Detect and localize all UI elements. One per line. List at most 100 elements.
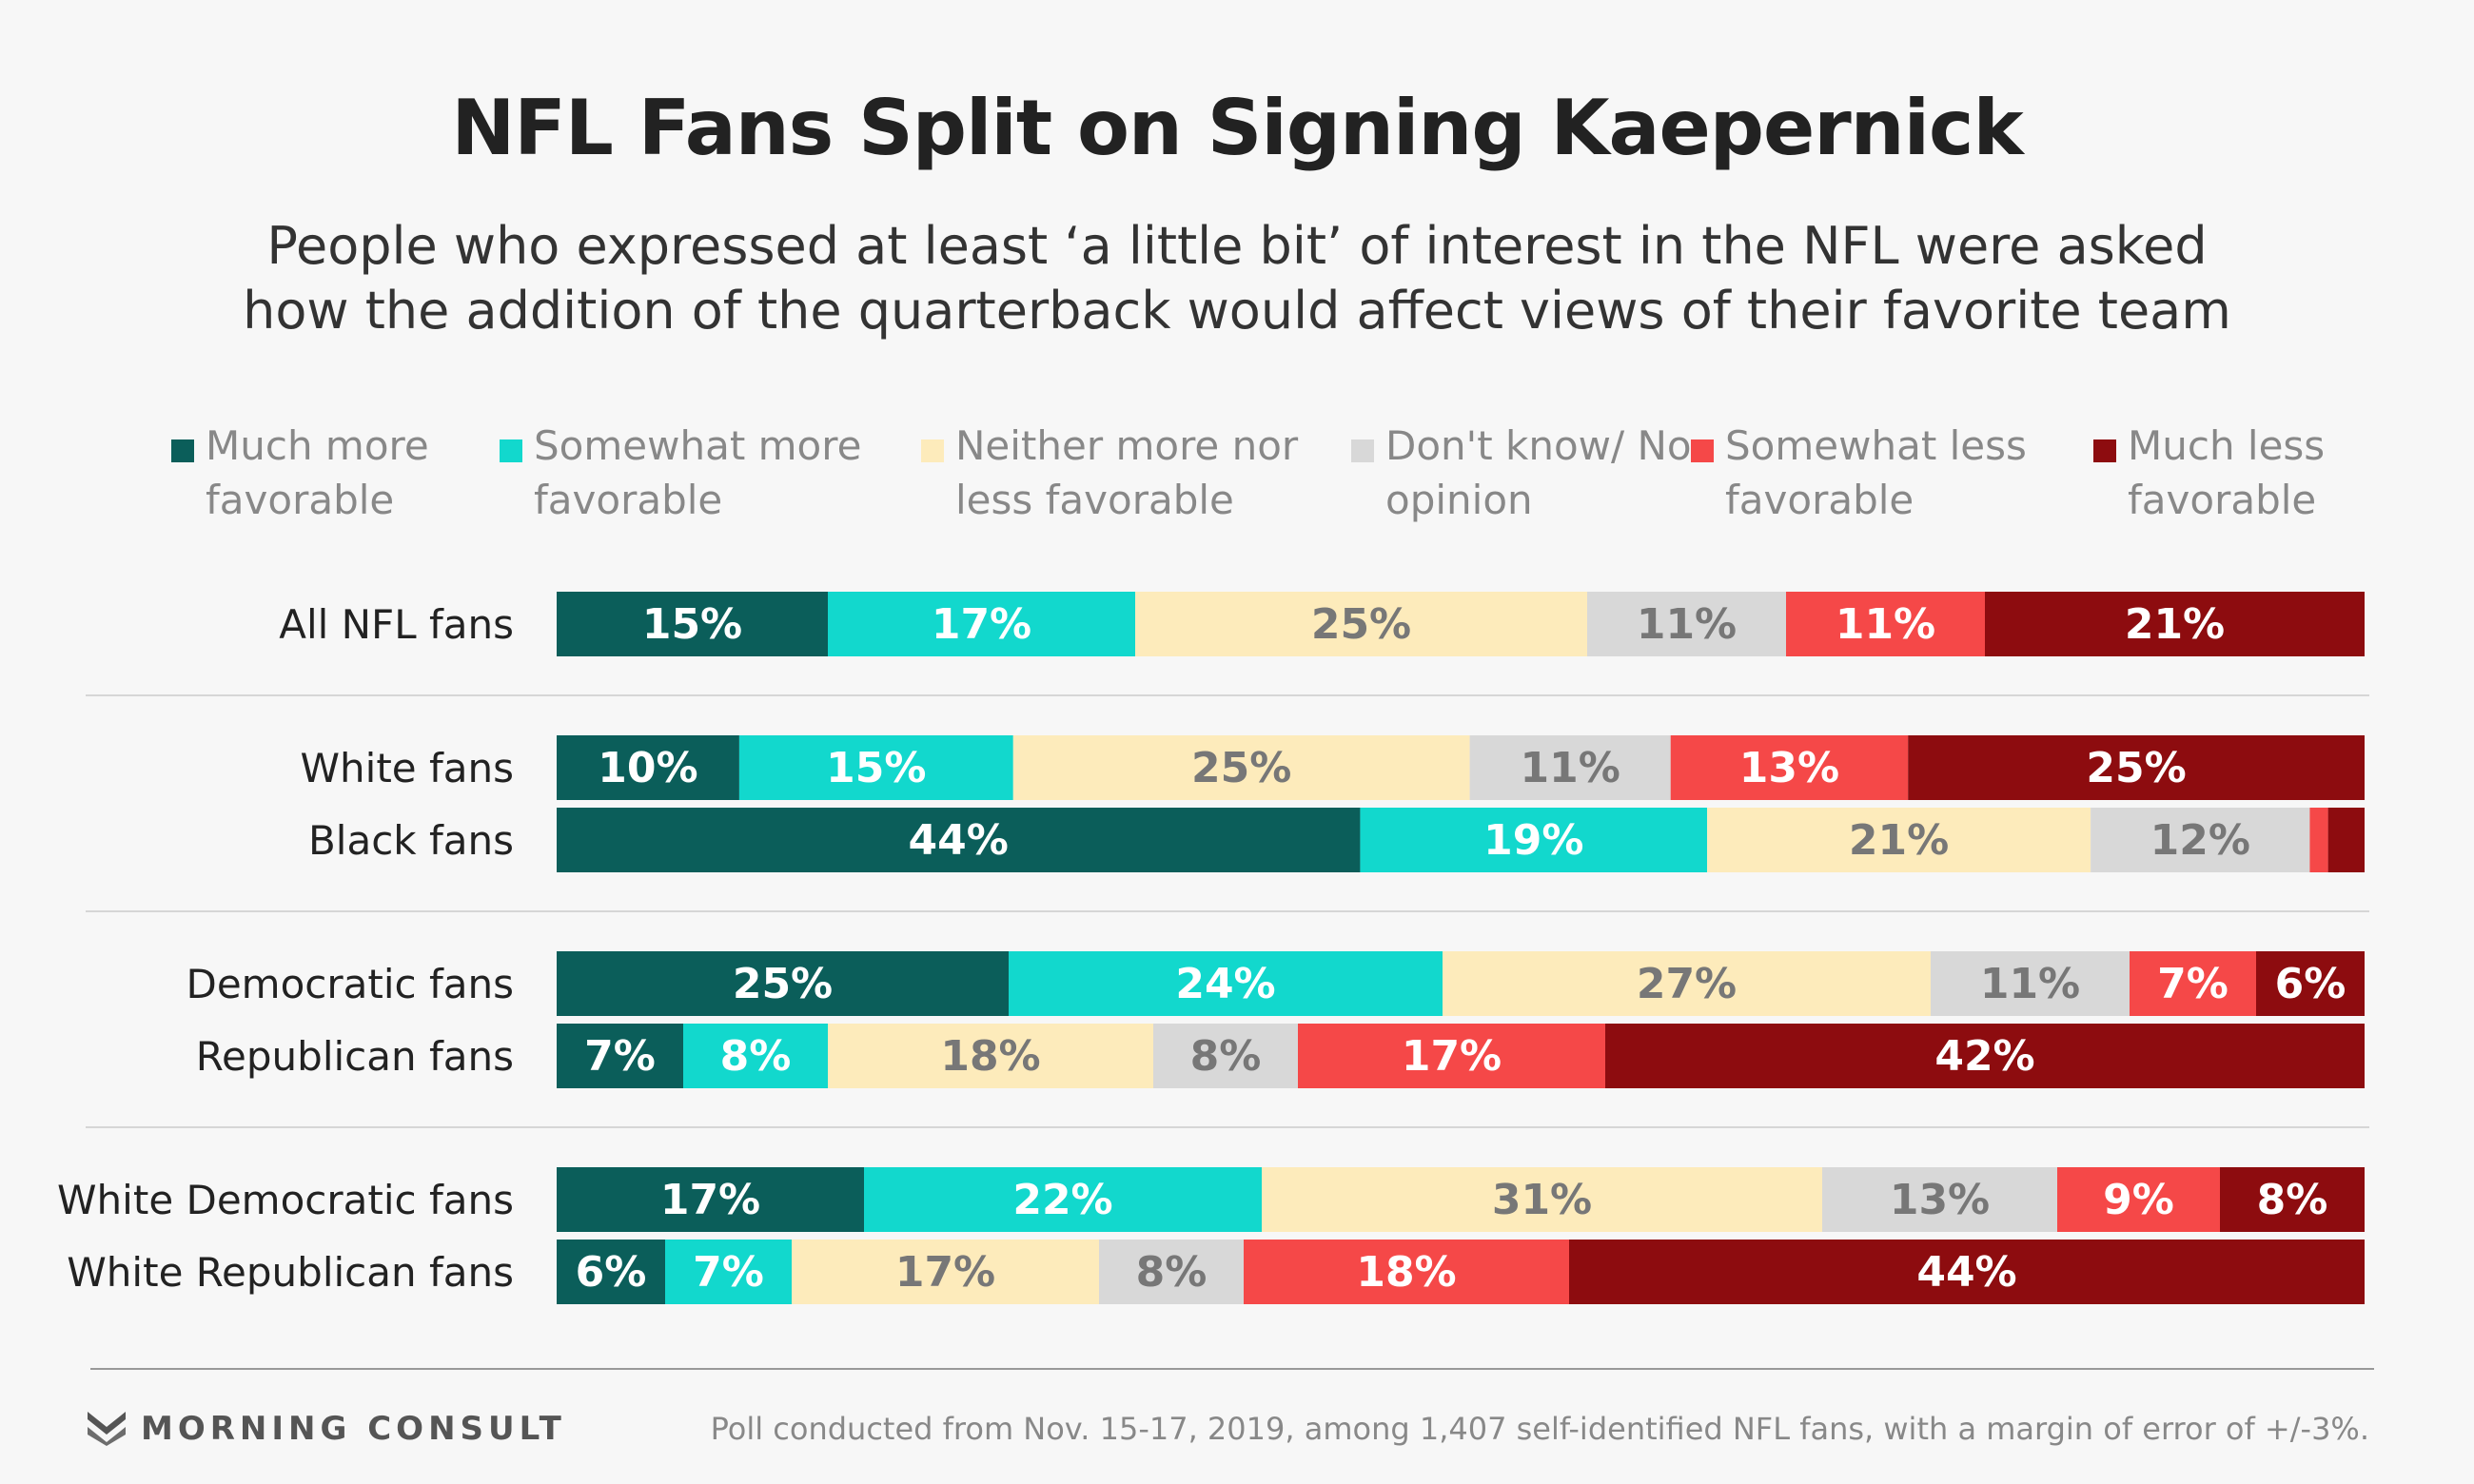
bar-segment bbox=[2256, 951, 2365, 1016]
bar-segment bbox=[1605, 1024, 2365, 1088]
stacked-bar-chart bbox=[557, 592, 2365, 1304]
data-label: 7% bbox=[693, 1248, 764, 1297]
group-divider bbox=[86, 694, 2369, 696]
bar-segment bbox=[665, 1240, 792, 1304]
data-label: 8% bbox=[1189, 1032, 1262, 1081]
bar-segment bbox=[828, 1024, 1153, 1088]
data-label: 19% bbox=[1483, 816, 1584, 865]
data-label: 11% bbox=[1520, 744, 1620, 792]
bar-segment bbox=[683, 1024, 828, 1088]
category-label: White Republican fans bbox=[67, 1249, 514, 1296]
legend-label: Much less favorable bbox=[2128, 422, 2326, 523]
bar-segment bbox=[1822, 1167, 2057, 1232]
bar-segment bbox=[1298, 1024, 1605, 1088]
data-label: 22% bbox=[1012, 1176, 1113, 1224]
bar-segment bbox=[557, 1167, 864, 1232]
data-label: 27% bbox=[1636, 960, 1738, 1008]
data-label: 12% bbox=[2150, 816, 2250, 865]
data-label: 13% bbox=[1889, 1176, 1991, 1224]
category-label: Black fans bbox=[307, 817, 514, 864]
category-label: Democratic fans bbox=[186, 961, 515, 1007]
legend-swatch bbox=[921, 439, 944, 462]
bar-segment bbox=[828, 592, 1135, 656]
bar-segment bbox=[1469, 735, 1671, 800]
bar-segment bbox=[1360, 808, 1708, 872]
data-label: 6% bbox=[2274, 960, 2346, 1008]
legend-label: Somewhat more favorable bbox=[534, 422, 862, 523]
bar-segment bbox=[1587, 592, 1786, 656]
data-label: 31% bbox=[1491, 1176, 1593, 1224]
bar-segment bbox=[1908, 735, 2365, 800]
data-label: 9% bbox=[2103, 1176, 2174, 1224]
bar-segment bbox=[557, 1240, 665, 1304]
data-label: 10% bbox=[598, 744, 698, 792]
legend-swatch bbox=[1351, 439, 1374, 462]
data-label: 17% bbox=[931, 600, 1032, 649]
chart-labels-layer: All NFL fans 15% 17% 25% 11% 11% 21% White fans… bbox=[57, 600, 2369, 1297]
bar-segment bbox=[2130, 951, 2256, 1016]
data-label: 17% bbox=[1401, 1032, 1502, 1081]
data-label: 8% bbox=[1135, 1248, 1208, 1297]
legend-label: Neither more nor less favorable bbox=[955, 422, 1299, 523]
bar-segment bbox=[1569, 1240, 2365, 1304]
footer-divider bbox=[90, 1368, 2374, 1370]
bar-segment bbox=[2327, 808, 2365, 872]
bar-segment bbox=[1443, 951, 1931, 1016]
chart-legend: Much more favorable Somewhat more favorab… bbox=[0, 419, 2474, 542]
legend-swatch bbox=[2093, 439, 2116, 462]
data-label: 15% bbox=[826, 744, 927, 792]
bar-segment bbox=[2057, 1167, 2220, 1232]
data-label: 18% bbox=[1356, 1248, 1457, 1297]
bar-segment bbox=[792, 1240, 1099, 1304]
bar-segment bbox=[1099, 1240, 1244, 1304]
chart-title: NFL Fans Split on Signing Kaepernick bbox=[451, 84, 2023, 172]
group-divider bbox=[86, 910, 2369, 912]
data-label: 25% bbox=[1310, 600, 1412, 649]
bar-segment bbox=[1262, 1167, 1822, 1232]
chart-subtitle: People who expressed at least ‘a little … bbox=[0, 214, 2474, 343]
bar-segment bbox=[1985, 592, 2365, 656]
data-label: 21% bbox=[2124, 600, 2226, 649]
bar-segment bbox=[1012, 735, 1470, 800]
bar-segment bbox=[738, 735, 1013, 800]
bar-segment bbox=[557, 735, 739, 800]
legend-swatch bbox=[500, 439, 522, 462]
data-label: 11% bbox=[1979, 960, 2081, 1008]
data-label: 11% bbox=[1835, 600, 1936, 649]
data-label: 17% bbox=[894, 1248, 996, 1297]
data-label: 25% bbox=[2086, 744, 2187, 792]
data-label: 13% bbox=[1738, 744, 1840, 792]
data-label: 25% bbox=[732, 960, 834, 1008]
bar-segment bbox=[1244, 1240, 1569, 1304]
bar-segment bbox=[1135, 592, 1587, 656]
bar-segment bbox=[557, 951, 1009, 1016]
data-label: 7% bbox=[584, 1032, 656, 1081]
data-label: 6% bbox=[575, 1248, 647, 1297]
legend-swatch bbox=[171, 439, 194, 462]
data-label: 42% bbox=[1934, 1032, 2035, 1081]
source-note: Poll conducted from Nov. 15-17, 2019, am… bbox=[710, 1411, 2369, 1447]
data-label: 17% bbox=[659, 1176, 761, 1224]
bar-segment bbox=[2091, 808, 2310, 872]
legend-label: Much more favorable bbox=[206, 422, 429, 523]
category-label: White fans bbox=[300, 745, 515, 791]
data-label: 25% bbox=[1191, 744, 1292, 792]
data-label: 15% bbox=[641, 600, 743, 649]
data-label: 8% bbox=[719, 1032, 792, 1081]
data-label: 24% bbox=[1175, 960, 1276, 1008]
category-label: All NFL fans bbox=[279, 601, 514, 648]
data-label: 8% bbox=[2256, 1176, 2328, 1224]
subtitle-line-1: People who expressed at least ‘a little … bbox=[266, 216, 2208, 276]
bar-segment bbox=[557, 808, 1361, 872]
data-label: 21% bbox=[1848, 816, 1950, 865]
category-label: Republican fans bbox=[195, 1033, 514, 1080]
bar-segment bbox=[864, 1167, 1262, 1232]
data-label: 44% bbox=[1916, 1248, 2017, 1297]
bar-segment bbox=[2309, 808, 2328, 872]
bar-segment bbox=[557, 1024, 683, 1088]
data-label: 11% bbox=[1636, 600, 1738, 649]
bar-segment bbox=[1707, 808, 2091, 872]
data-label: 44% bbox=[908, 816, 1009, 865]
brand-name: MORNING CONSULT bbox=[141, 1410, 566, 1448]
bar-segment bbox=[1931, 951, 2130, 1016]
